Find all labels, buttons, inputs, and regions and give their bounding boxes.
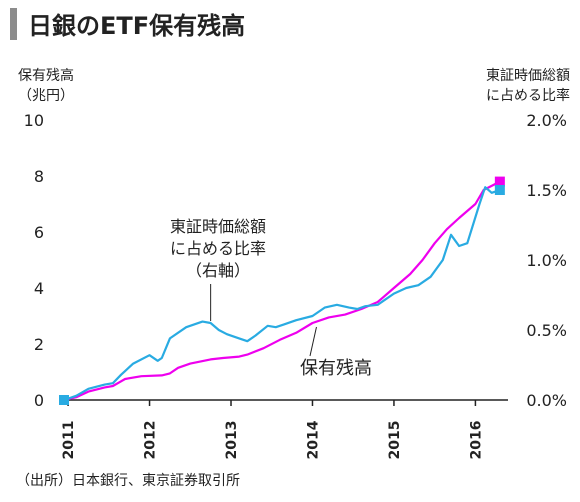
right-tick-label: 2.0% bbox=[526, 111, 567, 130]
left-tick-label: 2 bbox=[34, 335, 44, 354]
holdings-annotation: 保有残高 bbox=[300, 358, 372, 379]
right-tick-label: 1.0% bbox=[526, 251, 567, 270]
right-axis-title: 東証時価総額 に占める比率 bbox=[486, 66, 570, 106]
right-axis-title-line: に占める比率 bbox=[486, 88, 570, 104]
left-tick-label: 4 bbox=[34, 279, 44, 298]
right-axis-title-line: 東証時価総額 bbox=[486, 68, 570, 84]
x-tick-label: 2013 bbox=[224, 421, 240, 460]
left-tick-label: 10 bbox=[24, 111, 44, 130]
left-tick-label: 0 bbox=[34, 391, 44, 410]
left-axis-title-line: （兆円） bbox=[18, 88, 74, 104]
left-axis-title-line: 保有残高 bbox=[18, 68, 74, 84]
market-share-series-line bbox=[63, 186, 501, 402]
market-share-annotation-line: （右軸） bbox=[186, 261, 250, 280]
market-share-end-marker bbox=[494, 185, 505, 195]
left-tick-label: 6 bbox=[34, 223, 44, 242]
market-share-annotation-line: に占める比率 bbox=[170, 239, 266, 258]
x-tick-label: 2016 bbox=[468, 421, 484, 460]
holdings-series-line bbox=[63, 180, 501, 402]
chart-title: 日銀のETF保有残高 bbox=[28, 12, 246, 40]
left-axis-title: 保有残高 （兆円） bbox=[18, 66, 74, 106]
left-tick-label: 8 bbox=[34, 167, 44, 186]
holdings-end-marker bbox=[494, 176, 505, 187]
right-tick-label: 1.5% bbox=[526, 181, 567, 200]
x-tick-label: 2012 bbox=[143, 421, 159, 460]
title-accent-bar bbox=[10, 8, 17, 40]
right-tick-label: 0.5% bbox=[526, 321, 567, 340]
source-note: （出所）日本銀行、東京証券取引所 bbox=[16, 473, 240, 489]
right-tick-label: 0.0% bbox=[526, 391, 567, 410]
x-tick-label: 2011 bbox=[61, 421, 77, 460]
x-tick-label: 2014 bbox=[305, 420, 321, 459]
market-share-start-marker bbox=[59, 395, 69, 405]
market-share-annotation-line: 東証時価総額 bbox=[170, 217, 266, 236]
x-tick-label: 2015 bbox=[387, 421, 403, 460]
holdings-annotation-leader bbox=[309, 326, 317, 357]
